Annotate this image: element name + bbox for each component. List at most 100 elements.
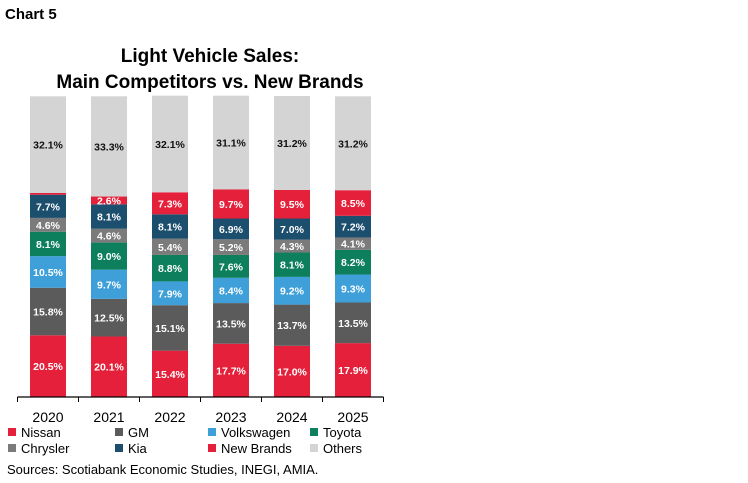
bar-segment-volkswagen-2025 (335, 274, 371, 303)
bar-segment-volkswagen-2020 (30, 256, 66, 288)
bar-segment-gm-2021 (91, 298, 127, 337)
legend-item-gm: GM (115, 425, 149, 440)
legend-swatch-others (310, 444, 318, 452)
bar-segment-gm-2025 (335, 302, 371, 344)
data-label-toyota-2022: 8.8% (158, 263, 183, 275)
data-label-toyota-2021: 9.0% (97, 251, 122, 263)
bar-segment-gm-2024 (274, 304, 310, 346)
data-label-volkswagen-2022: 7.9% (158, 288, 183, 300)
data-label-others-2024: 31.2% (277, 138, 307, 150)
bar-segment-toyota-2023 (213, 254, 249, 278)
bar-segment-volkswagen-2023 (213, 277, 249, 304)
bar-segment-chrysler-2024 (274, 239, 310, 253)
x-tick-label-2022: 2022 (154, 409, 185, 425)
legend-item-new-brands: New Brands (208, 441, 292, 456)
data-label-chrysler-2023: 5.2% (219, 242, 244, 254)
legend-label-toyota: Toyota (323, 425, 362, 440)
data-label-gm-2020: 15.8% (33, 307, 63, 319)
bar-segment-nissan-2025 (335, 343, 371, 397)
data-label-gm-2023: 13.5% (216, 318, 246, 330)
data-label-kia-2022: 8.1% (158, 221, 183, 233)
data-label-others-2020: 32.1% (33, 140, 63, 152)
legend-item-kia: Kia (115, 441, 147, 456)
data-label-kia-2024: 7.0% (280, 224, 305, 236)
data-label-chrysler-2024: 4.3% (280, 241, 305, 253)
legend-label-volkswagen: Volkswagen (221, 425, 291, 440)
data-label-chrysler-2022: 5.4% (158, 242, 183, 254)
data-label-nissan-2025: 17.9% (338, 365, 368, 377)
legend-label-chrysler: Chrysler (21, 441, 70, 456)
x-tick-label-2024: 2024 (276, 409, 307, 425)
bar-segment-gm-2023 (213, 303, 249, 344)
legend-item-chrysler: Chrysler (8, 441, 69, 456)
data-label-chrysler-2025: 4.1% (341, 239, 366, 251)
data-label-nissan-2022: 15.4% (155, 369, 185, 381)
data-label-toyota-2023: 7.6% (219, 261, 244, 273)
bar-segment-chrysler-2025 (335, 237, 371, 250)
data-label-others-2022: 32.1% (155, 139, 185, 151)
bar-segment-new-brands-2022 (152, 192, 188, 215)
data-label-toyota-2025: 8.2% (341, 257, 366, 269)
data-label-kia-2020: 7.7% (36, 201, 61, 213)
legend-swatch-nissan (8, 428, 16, 436)
legend-item-nissan: Nissan (8, 425, 61, 440)
data-label-chrysler-2020: 4.6% (36, 220, 61, 232)
bar-segment-nissan-2023 (213, 343, 249, 397)
legend-label-gm: GM (128, 425, 149, 440)
data-label-volkswagen-2021: 9.7% (97, 279, 122, 291)
legend-swatch-new-brands (208, 444, 216, 452)
data-label-chrysler-2021: 4.6% (97, 231, 122, 243)
data-label-new-brands-2024: 9.5% (280, 199, 305, 211)
source-note: Sources: Scotiabank Economic Studies, IN… (7, 462, 319, 477)
data-label-nissan-2021: 20.1% (94, 362, 124, 374)
bar-segment-volkswagen-2022 (152, 281, 188, 306)
bar-segment-nissan-2024 (274, 345, 310, 397)
data-label-volkswagen-2025: 9.3% (341, 283, 366, 295)
data-label-gm-2022: 15.1% (155, 323, 185, 335)
legend-item-others: Others (310, 441, 362, 456)
data-label-volkswagen-2024: 9.2% (280, 286, 305, 298)
x-tick-label-2023: 2023 (215, 409, 246, 425)
legend-swatch-kia (115, 444, 123, 452)
data-label-nissan-2023: 17.7% (216, 365, 246, 377)
data-label-gm-2024: 13.7% (277, 320, 307, 332)
data-label-others-2021: 33.3% (94, 141, 124, 153)
chart-title-line-1: Light Vehicle Sales: (120, 46, 300, 67)
data-label-new-brands-2021: 2.6% (97, 195, 122, 207)
data-label-volkswagen-2023: 8.4% (219, 285, 244, 297)
data-label-kia-2023: 6.9% (219, 224, 244, 236)
data-label-toyota-2020: 8.1% (36, 239, 61, 251)
data-label-new-brands-2022: 7.3% (158, 198, 183, 210)
legend-label-others: Others (323, 441, 363, 456)
legend-item-toyota: Toyota (310, 425, 361, 440)
x-tick-label-2020: 2020 (32, 409, 63, 425)
legend-label-nissan: Nissan (21, 425, 61, 440)
bar-segment-chrysler-2022 (152, 238, 188, 255)
data-label-others-2023: 31.1% (216, 138, 246, 150)
bar-segment-others-2025 (335, 96, 371, 191)
bar-segment-kia-2023 (213, 218, 249, 240)
bar-segment-kia-2020 (30, 194, 66, 218)
bar-segment-new-brands-2023 (213, 189, 249, 219)
legend-swatch-chrysler (8, 444, 16, 452)
bar-segment-volkswagen-2024 (274, 276, 310, 305)
bar-segment-kia-2021 (91, 204, 127, 229)
data-label-volkswagen-2020: 10.5% (33, 267, 63, 279)
bar-segment-nissan-2022 (152, 350, 188, 397)
bar-segment-gm-2022 (152, 305, 188, 351)
data-label-others-2025: 31.2% (338, 138, 368, 150)
bar-segment-chrysler-2020 (30, 217, 66, 232)
bar-segment-others-2020 (30, 96, 66, 193)
legend-item-volkswagen: Volkswagen (208, 425, 290, 440)
bar-segment-others-2021 (91, 96, 127, 197)
bar-segment-toyota-2020 (30, 231, 66, 257)
data-label-nissan-2020: 20.5% (33, 361, 63, 373)
bar-segment-toyota-2025 (335, 249, 371, 275)
data-label-gm-2025: 13.5% (338, 318, 368, 330)
data-label-kia-2021: 8.1% (97, 212, 122, 224)
bar-segment-new-brands-2025 (335, 190, 371, 216)
bar-segment-others-2023 (213, 95, 249, 190)
data-label-nissan-2024: 17.0% (277, 366, 307, 378)
bar-segment-volkswagen-2021 (91, 269, 127, 299)
